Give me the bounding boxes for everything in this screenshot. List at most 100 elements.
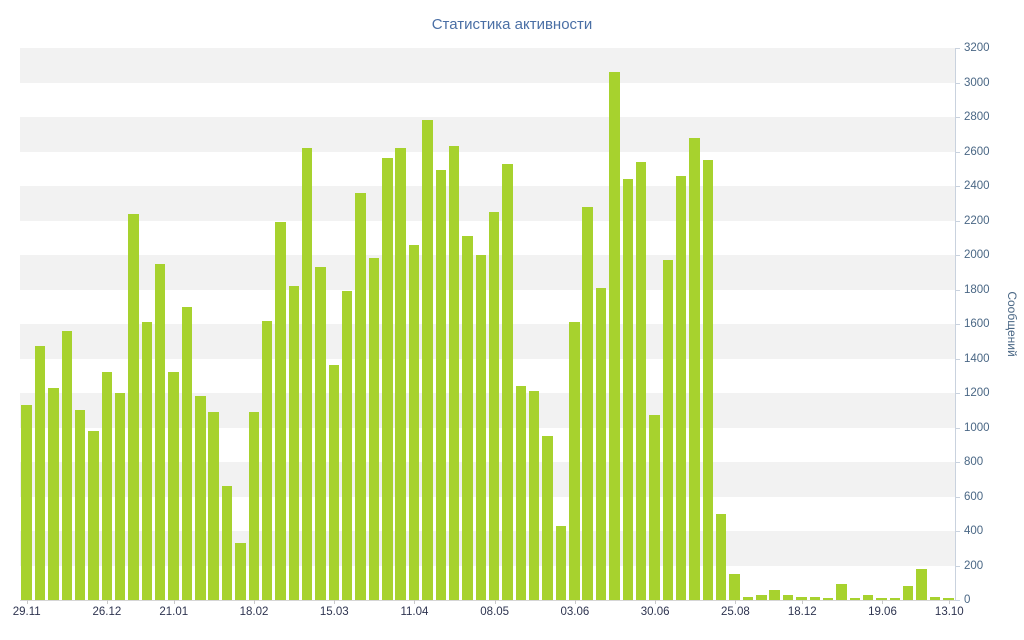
y-axis-labels: 0 200 400 600 800 1000 1200 1400 1600 1800 2000 220… bbox=[955, 42, 1015, 606]
y-axis-label: 1000 bbox=[964, 421, 990, 434]
bar bbox=[261, 320, 273, 600]
bar bbox=[916, 568, 927, 600]
y-axis-tick bbox=[955, 565, 960, 567]
grid-band bbox=[20, 255, 955, 290]
x-axis-label: 03.06 bbox=[560, 606, 590, 618]
y-axis-tick bbox=[955, 255, 960, 256]
bar bbox=[181, 306, 193, 600]
bar bbox=[702, 160, 714, 600]
bar bbox=[809, 596, 820, 600]
bar bbox=[569, 322, 580, 600]
bar bbox=[475, 255, 487, 600]
bar bbox=[595, 287, 607, 600]
bar bbox=[542, 436, 553, 600]
y-axis-tick bbox=[955, 324, 960, 325]
x-axis-label: 15.03 bbox=[319, 606, 349, 618]
y-axis-label: 200 bbox=[964, 559, 984, 572]
x-axis-label: 13.10 bbox=[934, 606, 964, 618]
x-axis-tick bbox=[949, 600, 951, 604]
bar bbox=[889, 598, 901, 600]
y-axis-tick bbox=[955, 151, 960, 153]
bar bbox=[675, 175, 687, 600]
y-axis-label: 1200 bbox=[964, 387, 990, 399]
bar bbox=[288, 286, 300, 600]
grid-band bbox=[20, 186, 955, 221]
y-axis-tick bbox=[955, 289, 960, 291]
bar bbox=[21, 405, 32, 600]
y-axis-label: 400 bbox=[964, 525, 984, 537]
y-axis-label: 2600 bbox=[964, 145, 990, 158]
bar bbox=[929, 596, 941, 600]
bar bbox=[435, 170, 446, 600]
bar bbox=[756, 594, 767, 600]
y-axis-tick bbox=[955, 427, 960, 429]
bar bbox=[408, 244, 420, 600]
y-axis-label: 3200 bbox=[964, 42, 990, 54]
y-axis-label: 2200 bbox=[964, 214, 990, 227]
y-axis-tick bbox=[955, 186, 960, 187]
y-axis-tick bbox=[955, 600, 960, 601]
bar bbox=[101, 372, 113, 600]
y-axis-label: 800 bbox=[964, 456, 984, 468]
x-axis-label: 11.04 bbox=[400, 606, 429, 618]
y-axis-label: 600 bbox=[964, 490, 984, 503]
y-axis-tick bbox=[955, 358, 960, 360]
bar bbox=[782, 594, 794, 600]
y-axis-label: 1400 bbox=[964, 352, 990, 365]
chart-title: Статистика активности bbox=[431, 16, 593, 33]
bar bbox=[48, 387, 59, 600]
bar bbox=[128, 213, 139, 600]
x-axis-tick bbox=[574, 600, 576, 604]
y-axis-label: 1600 bbox=[964, 318, 990, 330]
grid-band bbox=[20, 324, 955, 359]
bar bbox=[903, 586, 914, 600]
bar bbox=[221, 486, 233, 600]
y-axis-tick bbox=[955, 48, 960, 49]
y-axis-tick bbox=[955, 220, 960, 222]
x-axis-label: 25.08 bbox=[720, 606, 750, 618]
x-axis-tick bbox=[494, 600, 496, 604]
bar bbox=[943, 598, 954, 600]
x-axis-label: 18.12 bbox=[787, 606, 817, 618]
y-axis-label: 0 bbox=[964, 594, 971, 606]
bar bbox=[235, 543, 246, 600]
grid-band bbox=[20, 117, 955, 152]
x-axis-tick bbox=[655, 600, 657, 604]
y-axis-label: 1800 bbox=[964, 283, 990, 296]
bar bbox=[529, 391, 540, 600]
bar bbox=[582, 206, 593, 600]
bar bbox=[382, 158, 393, 600]
bar bbox=[155, 263, 166, 600]
y-axis-tick bbox=[955, 462, 960, 463]
grid-band bbox=[20, 48, 955, 83]
x-axis-label: 30.06 bbox=[640, 606, 670, 618]
bar bbox=[742, 596, 754, 600]
y-axis-label: 2400 bbox=[964, 180, 990, 192]
x-axis-tick bbox=[882, 600, 884, 604]
bar bbox=[862, 594, 874, 600]
bar bbox=[422, 120, 433, 600]
bar bbox=[248, 411, 259, 600]
x-axis-label: 18.02 bbox=[239, 606, 269, 618]
bar bbox=[168, 372, 179, 600]
bar bbox=[328, 365, 340, 600]
bar bbox=[649, 415, 660, 600]
y-axis-title: Сообщений bbox=[1005, 291, 1019, 357]
x-axis-label: 29.11 bbox=[12, 606, 41, 618]
bar bbox=[876, 598, 887, 600]
bar bbox=[34, 346, 46, 600]
x-axis-tick bbox=[173, 600, 175, 604]
x-axis-label: 21.01 bbox=[159, 606, 189, 618]
bar bbox=[555, 525, 567, 600]
plot-area bbox=[20, 48, 955, 600]
x-axis-label: 26.12 bbox=[92, 606, 122, 618]
y-axis-tick bbox=[955, 82, 960, 84]
bar bbox=[609, 72, 620, 600]
x-axis-tick bbox=[735, 600, 737, 604]
y-axis-tick bbox=[955, 496, 960, 498]
x-axis-label: 19.06 bbox=[868, 606, 897, 618]
bar bbox=[342, 291, 353, 600]
bar bbox=[315, 267, 326, 600]
bar bbox=[488, 211, 500, 600]
bar bbox=[635, 161, 647, 600]
